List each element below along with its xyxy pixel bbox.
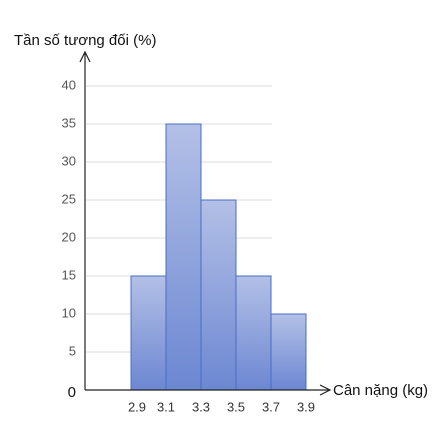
bar [235, 275, 272, 391]
y-tick-label: 35 [62, 115, 76, 130]
bar [130, 275, 167, 391]
bar [270, 313, 307, 391]
x-tick-label: 2.9 [128, 399, 146, 414]
y-arrow [79, 50, 91, 63]
bars [130, 123, 307, 391]
x-tick-label: 3.9 [297, 399, 315, 414]
y-tick-label: 10 [62, 305, 76, 320]
bar [200, 199, 237, 391]
x-arrow [319, 384, 332, 396]
y-tick-label: 0 [68, 384, 76, 401]
x-tick-label: 3.5 [227, 399, 245, 414]
x-axis-label: Cân nặng (kg) [333, 382, 428, 399]
y-tick-label: 40 [62, 77, 76, 92]
x-tick-label: 3.3 [192, 399, 210, 414]
y-tick-label: 15 [62, 267, 76, 282]
bar [165, 123, 202, 391]
x-tick-label: 3.7 [262, 399, 280, 414]
y-tick-label: 30 [62, 153, 76, 168]
x-tick-label: 3.1 [157, 399, 175, 414]
y-tick-label: 20 [62, 229, 76, 244]
y-tick-label: 5 [69, 343, 76, 358]
y-axis-label: Tần số tương đối (%) [14, 32, 156, 49]
y-tick-label: 25 [62, 191, 76, 206]
